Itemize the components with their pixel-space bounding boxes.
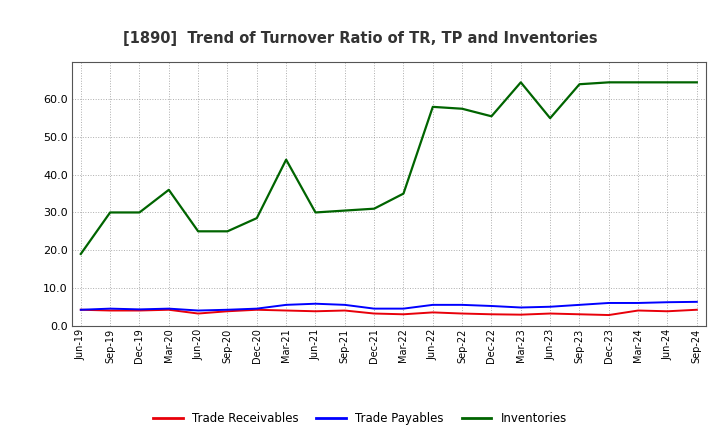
Trade Receivables xyxy=(135,308,144,313)
Inventories xyxy=(282,157,290,162)
Trade Receivables xyxy=(76,307,85,312)
Trade Payables xyxy=(458,302,467,308)
Trade Payables xyxy=(370,306,379,311)
Legend: Trade Receivables, Trade Payables, Inventories: Trade Receivables, Trade Payables, Inven… xyxy=(148,407,572,430)
Inventories xyxy=(311,210,320,215)
Trade Receivables xyxy=(663,308,672,314)
Inventories xyxy=(135,210,144,215)
Trade Receivables xyxy=(693,307,701,312)
Inventories xyxy=(370,206,379,211)
Trade Receivables xyxy=(428,310,437,315)
Trade Payables xyxy=(135,307,144,312)
Inventories xyxy=(693,80,701,85)
Trade Payables xyxy=(399,306,408,311)
Inventories xyxy=(605,80,613,85)
Inventories xyxy=(76,251,85,257)
Inventories xyxy=(458,106,467,111)
Inventories xyxy=(546,116,554,121)
Trade Receivables xyxy=(106,308,114,313)
Trade Receivables xyxy=(282,308,290,313)
Trade Payables xyxy=(605,301,613,306)
Trade Payables xyxy=(164,306,173,311)
Text: [1890]  Trend of Turnover Ratio of TR, TP and Inventories: [1890] Trend of Turnover Ratio of TR, TP… xyxy=(122,31,598,46)
Trade Receivables xyxy=(223,308,232,314)
Trade Receivables xyxy=(487,312,496,317)
Trade Receivables xyxy=(458,311,467,316)
Trade Receivables xyxy=(253,307,261,312)
Trade Payables xyxy=(282,302,290,308)
Trade Payables xyxy=(341,302,349,308)
Trade Payables xyxy=(76,307,85,312)
Inventories xyxy=(575,81,584,87)
Trade Payables xyxy=(223,307,232,312)
Trade Receivables xyxy=(516,312,525,317)
Inventories xyxy=(516,80,525,85)
Line: Trade Receivables: Trade Receivables xyxy=(81,310,697,315)
Inventories xyxy=(399,191,408,196)
Inventories xyxy=(194,229,202,234)
Inventories xyxy=(253,216,261,221)
Trade Payables xyxy=(253,306,261,311)
Trade Receivables xyxy=(370,311,379,316)
Inventories xyxy=(634,80,642,85)
Trade Receivables xyxy=(311,308,320,314)
Trade Receivables xyxy=(546,311,554,316)
Trade Payables xyxy=(546,304,554,309)
Trade Receivables xyxy=(341,308,349,313)
Trade Payables xyxy=(516,305,525,310)
Inventories xyxy=(223,229,232,234)
Inventories xyxy=(106,210,114,215)
Trade Payables xyxy=(311,301,320,306)
Trade Payables xyxy=(634,301,642,306)
Trade Payables xyxy=(487,303,496,308)
Trade Payables xyxy=(575,302,584,308)
Trade Receivables xyxy=(399,312,408,317)
Inventories xyxy=(487,114,496,119)
Trade Payables xyxy=(693,299,701,304)
Inventories xyxy=(663,80,672,85)
Trade Payables xyxy=(194,308,202,313)
Trade Payables xyxy=(663,300,672,305)
Trade Receivables xyxy=(634,308,642,313)
Inventories xyxy=(341,208,349,213)
Trade Receivables xyxy=(164,307,173,312)
Trade Receivables xyxy=(605,312,613,318)
Trade Payables xyxy=(428,302,437,308)
Line: Inventories: Inventories xyxy=(81,82,697,254)
Trade Receivables xyxy=(575,312,584,317)
Inventories xyxy=(164,187,173,192)
Trade Payables xyxy=(106,306,114,311)
Inventories xyxy=(428,104,437,110)
Line: Trade Payables: Trade Payables xyxy=(81,302,697,311)
Trade Receivables xyxy=(194,311,202,316)
